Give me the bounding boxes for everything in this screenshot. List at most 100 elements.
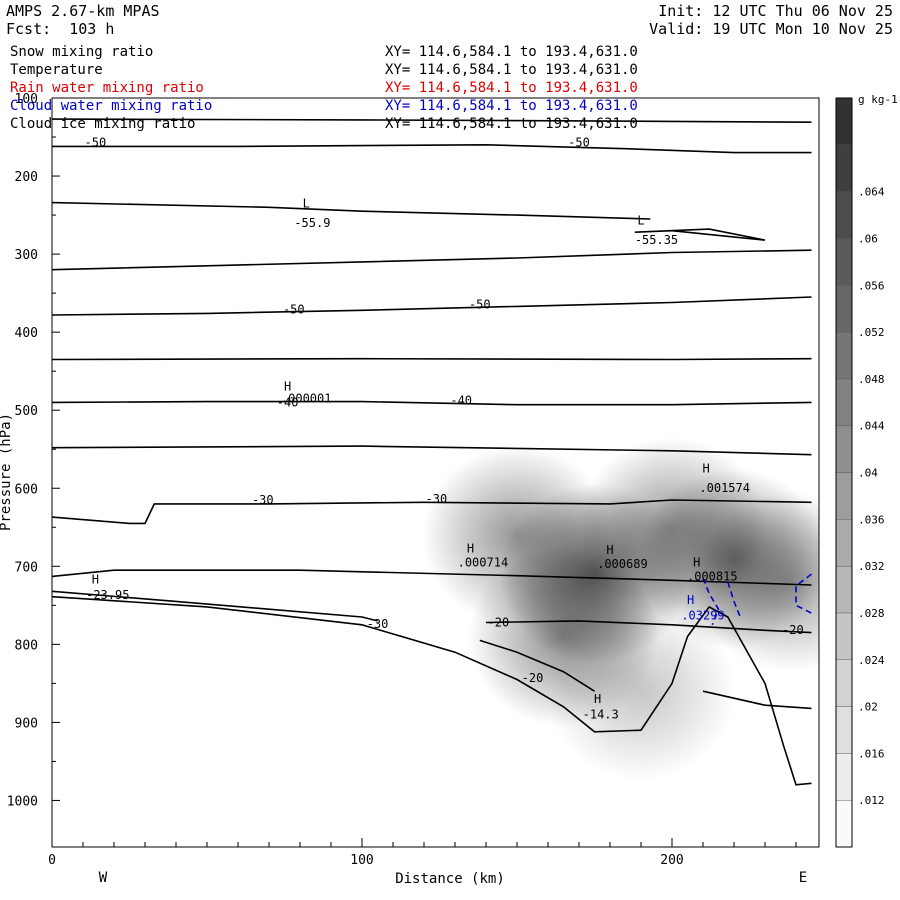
colorbar-segment bbox=[835, 144, 853, 192]
y-tick-label: 500 bbox=[15, 404, 38, 419]
cloud-water-contour bbox=[727, 581, 741, 618]
y-tick-label: 400 bbox=[15, 326, 38, 341]
contour-label: -20 bbox=[522, 671, 544, 685]
temperature-contour bbox=[52, 357, 812, 361]
colorbar-tick-label: .036 bbox=[858, 513, 885, 526]
y-tick-label: 300 bbox=[15, 248, 38, 263]
valid-time: Valid: 19 UTC Mon 10 Nov 25 bbox=[649, 20, 893, 38]
field-name: Temperature bbox=[10, 62, 103, 78]
colorbar-segment bbox=[835, 612, 853, 660]
colorbar-tick-label: .024 bbox=[858, 654, 885, 667]
cloud-water-contour bbox=[702, 577, 720, 626]
colorbar-tick-label: .032 bbox=[858, 560, 885, 573]
field-xy: XY= 114.6,584.1 to 193.4,631.0 bbox=[385, 98, 638, 114]
temperature-contour bbox=[634, 228, 766, 241]
contour-label: -40 bbox=[450, 394, 472, 408]
y-tick-label: 600 bbox=[15, 482, 38, 497]
plot-frame bbox=[51, 97, 820, 848]
contour-label: .000714 bbox=[458, 555, 509, 569]
model-title: AMPS 2.67-km MPAS bbox=[6, 2, 160, 20]
contour-label: -50 bbox=[85, 135, 107, 149]
contour-label: H bbox=[284, 380, 291, 394]
y-axis-title: Pressure (hPa) bbox=[0, 413, 14, 531]
colorbar-tick-label: .028 bbox=[858, 607, 885, 620]
forecast-hour: Fcst: 103 h bbox=[6, 20, 115, 38]
contour-label: L bbox=[303, 196, 310, 210]
colorbar-segment bbox=[835, 191, 853, 239]
init-time: Init: 12 UTC Thu 06 Nov 25 bbox=[658, 2, 893, 20]
contour-label: H bbox=[693, 555, 700, 569]
contour-label: -20 bbox=[488, 615, 510, 629]
contour-label: -50 bbox=[283, 302, 305, 316]
colorbar-tick-label: .048 bbox=[858, 373, 885, 386]
colorbar-tick-label: .012 bbox=[858, 794, 885, 807]
snow-mixing-ratio-shading bbox=[546, 601, 736, 782]
contour-label: .001574 bbox=[699, 481, 750, 495]
colorbar-segment bbox=[835, 519, 853, 567]
y-tick-label: 900 bbox=[15, 716, 38, 731]
colorbar-segment bbox=[835, 378, 853, 426]
contour-label: -30 bbox=[367, 617, 389, 631]
contour-label: -55.9 bbox=[294, 216, 330, 230]
y-tick-label: 700 bbox=[15, 560, 38, 575]
colorbar-tick-label: .02 bbox=[858, 701, 878, 714]
contour-label: -30 bbox=[252, 493, 274, 507]
east-label: E bbox=[799, 870, 807, 886]
field-name: Cloud water mixing ratio bbox=[10, 98, 213, 114]
contour-label: -50 bbox=[469, 298, 491, 312]
colorbar-tick-label: .016 bbox=[858, 747, 885, 760]
y-tick-label: 100 bbox=[15, 92, 38, 107]
contour-label: H bbox=[92, 572, 99, 586]
colorbar-tick-label: .064 bbox=[858, 186, 885, 199]
field-xy: XY= 114.6,584.1 to 193.4,631.0 bbox=[385, 62, 638, 78]
y-tick-label: 200 bbox=[15, 170, 38, 185]
contour-label: -23.95 bbox=[86, 588, 129, 602]
temperature-contour bbox=[52, 118, 812, 123]
colorbar-frame bbox=[835, 97, 853, 848]
contour-label: H bbox=[606, 543, 613, 557]
colorbar-segment bbox=[835, 565, 853, 614]
colorbar-segment bbox=[835, 331, 853, 380]
contour-label: -50 bbox=[568, 135, 590, 149]
contour-label: .000689 bbox=[597, 557, 648, 571]
colorbar-segment bbox=[835, 425, 853, 473]
contour-label: .03299 bbox=[681, 608, 724, 622]
contour-label: H bbox=[687, 593, 694, 607]
temperature-contour bbox=[52, 400, 812, 406]
colorbar-segment bbox=[835, 659, 853, 707]
contour-label: L bbox=[637, 213, 644, 227]
colorbar-segment bbox=[835, 97, 853, 146]
contour-label: H bbox=[594, 692, 601, 706]
contour-label: -40 bbox=[277, 395, 299, 409]
colorbar-tick-label: .06 bbox=[858, 232, 878, 245]
contour-label: H bbox=[702, 462, 709, 476]
contour-label: .000001 bbox=[281, 391, 332, 405]
contour-label: -55.35 bbox=[635, 233, 678, 247]
colorbar-unit: g kg-1 bbox=[858, 93, 898, 106]
x-tick-label: 0 bbox=[48, 853, 56, 868]
snow-mixing-ratio-shading bbox=[694, 491, 819, 672]
colorbar-tick-label: .052 bbox=[858, 326, 885, 339]
colorbar-segment bbox=[835, 799, 853, 848]
colorbar-segment bbox=[835, 238, 853, 286]
contour-label: -30 bbox=[426, 492, 448, 506]
y-tick-label: 800 bbox=[15, 638, 38, 653]
field-xy: XY= 114.6,584.1 to 193.4,631.0 bbox=[385, 80, 638, 96]
colorbar-segment bbox=[835, 472, 853, 520]
west-label: W bbox=[99, 870, 108, 886]
temperature-contour bbox=[485, 620, 812, 634]
x-axis-title: Distance (km) bbox=[395, 871, 505, 887]
terrain-line bbox=[52, 595, 812, 786]
temperature-contour bbox=[52, 499, 812, 525]
contour-label: .000815 bbox=[687, 569, 738, 583]
temperature-contour bbox=[52, 143, 812, 154]
colorbar-tick-label: .056 bbox=[858, 279, 885, 292]
y-tick-label: 1000 bbox=[7, 794, 38, 809]
contour-label: -14.3 bbox=[583, 707, 619, 721]
temperature-contour bbox=[52, 590, 378, 622]
temperature-contour bbox=[52, 296, 812, 316]
temperature-contour bbox=[479, 639, 595, 692]
colorbar-tick-label: .04 bbox=[858, 467, 878, 480]
field-name: Snow mixing ratio bbox=[10, 44, 154, 60]
